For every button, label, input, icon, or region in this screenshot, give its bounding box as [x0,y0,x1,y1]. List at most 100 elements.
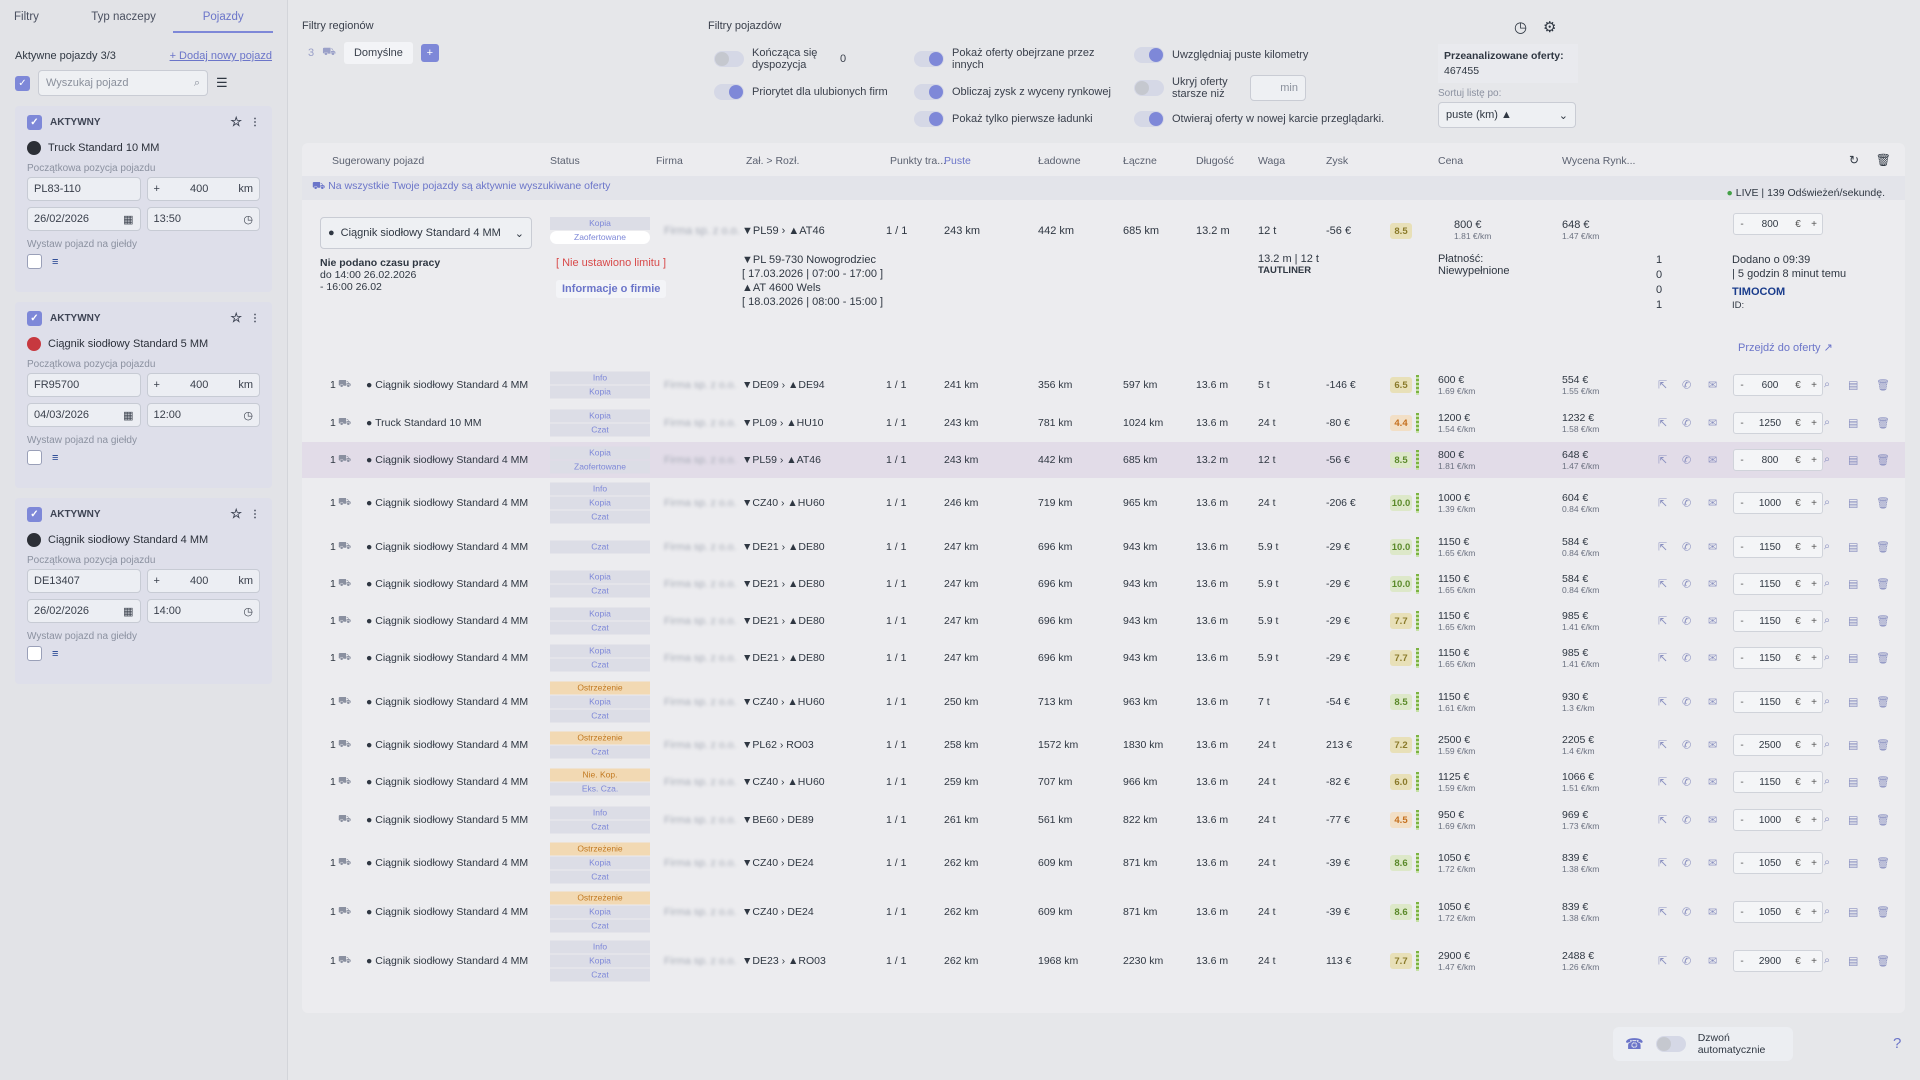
table-row[interactable]: 1 ⛟ ● Ciągnik siodłowy Standard 4 MM Nie… [302,764,1905,800]
search-offer-icon[interactable]: ⌕ [1824,540,1831,553]
price-stepper[interactable]: -1150 € + [1733,691,1823,713]
mail-icon[interactable]: ✉ [1708,739,1718,752]
region-default-button[interactable]: Domyślne [343,42,413,64]
time-input[interactable]: 13:50 ◷ [146,207,260,231]
table-row[interactable]: ⛟ ● Ciągnik siodłowy Standard 5 MM Info C… [302,802,1905,838]
share-icon[interactable]: ⇱ [1658,497,1668,510]
column-header[interactable]: Punkty tra... [890,155,947,167]
calc-icon[interactable]: ▤ [1848,615,1859,628]
search-offer-icon[interactable]: ⌕ [1824,813,1831,826]
calc-icon[interactable]: ▤ [1848,814,1859,827]
phone-icon[interactable]: ✆ [1682,454,1692,467]
delete-icon[interactable]: 🗑 [1876,955,1890,968]
toggle-first[interactable] [914,111,944,127]
search-offer-icon[interactable]: ⌕ [1824,695,1831,708]
delete-icon[interactable]: 🗑 [1876,417,1890,430]
mail-icon[interactable]: ✉ [1708,696,1718,709]
calc-icon[interactable]: ▤ [1848,454,1859,467]
share-icon[interactable]: ⇱ [1658,739,1668,752]
table-row[interactable]: 1 ⛟ ● Truck Standard 10 MM Kopia Czat Fir… [302,405,1905,441]
share-icon[interactable]: ⇱ [1658,615,1668,628]
vehicle-search-input[interactable]: Wyszukaj pojazd ⌕ [38,70,208,96]
column-header[interactable]: Wycena Rynk... [1562,155,1636,167]
mail-icon[interactable]: ✉ [1708,776,1718,789]
delete-icon[interactable]: 🗑 [1876,541,1890,554]
date-input[interactable]: 04/03/2026 ▦ [27,403,141,427]
mail-icon[interactable]: ✉ [1708,578,1718,591]
trash-icon[interactable]: 🗑 [1875,153,1891,167]
share-icon[interactable]: ⇱ [1658,417,1668,430]
share-icon[interactable]: ⇱ [1658,906,1668,919]
expanded-vehicle-select[interactable]: ● Ciągnik siodłowy Standard 4 MM ⌄ [320,217,532,249]
hide-old-minutes-input[interactable]: min [1250,75,1306,101]
column-header[interactable]: Długość [1196,155,1234,167]
date-input[interactable]: 26/02/2026 ▦ [27,207,141,231]
table-row[interactable]: 1 ⛟ ● Ciągnik siodłowy Standard 4 MM Inf… [302,940,1905,982]
mail-icon[interactable]: ✉ [1708,541,1718,554]
table-row[interactable]: 1 ⛟ ● Ciągnik siodłowy Standard 4 MM Ost… [302,727,1905,763]
delete-icon[interactable]: 🗑 [1876,615,1890,628]
price-stepper[interactable]: -2900 € + [1733,950,1823,972]
phone-icon[interactable]: ✆ [1682,696,1692,709]
toggle-fav[interactable] [714,84,744,100]
tab-trailer-type[interactable]: Typ naczepy [91,11,156,23]
exchange-checkbox[interactable] [27,646,42,661]
vehicle-checkbox[interactable]: ✓ [27,506,42,522]
toggle-empty-km[interactable] [1134,47,1164,63]
share-icon[interactable]: ⇱ [1658,696,1668,709]
column-header[interactable]: Łączne [1123,155,1157,167]
mail-icon[interactable]: ✉ [1708,955,1718,968]
column-header[interactable]: Cena [1438,155,1464,167]
calc-icon[interactable]: ▤ [1848,696,1859,709]
sort-icon[interactable]: ☰ [216,75,228,90]
mail-icon[interactable]: ✉ [1708,906,1718,919]
table-row[interactable]: 1 ⛟ ● Ciągnik siodłowy Standard 4 MM Kop… [302,640,1905,676]
column-header[interactable]: Status [550,155,580,167]
vehicle-checkbox[interactable]: ✓ [27,310,42,326]
delete-icon[interactable]: 🗑 [1876,652,1890,665]
star-icon[interactable]: ☆ [230,114,242,129]
delete-icon[interactable]: 🗑 [1876,739,1890,752]
phone-icon[interactable]: ✆ [1682,739,1692,752]
delete-icon[interactable]: 🗑 [1876,454,1890,467]
calc-icon[interactable]: ▤ [1848,739,1859,752]
phone-icon[interactable]: ✆ [1682,814,1692,827]
share-icon[interactable]: ⇱ [1658,379,1668,392]
toggle-seen[interactable] [914,51,944,67]
column-header[interactable]: Firma [656,155,683,167]
toggle-ending[interactable] [714,51,744,67]
calc-icon[interactable]: ▤ [1848,955,1859,968]
price-stepper[interactable]: -600 € + [1733,374,1823,396]
mail-icon[interactable]: ✉ [1708,857,1718,870]
exchange-checkbox[interactable] [27,450,42,465]
search-offer-icon[interactable]: ⌕ [1824,453,1831,466]
phone-icon[interactable]: ✆ [1682,379,1692,392]
toggle-newtab[interactable] [1134,111,1164,127]
delete-icon[interactable]: 🗑 [1876,497,1890,510]
delete-icon[interactable]: 🗑 [1876,696,1890,709]
table-row[interactable]: 1 ⛟ ● Ciągnik siodłowy Standard 4 MM Kop… [302,603,1905,639]
search-offer-icon[interactable]: ⌕ [1824,954,1831,967]
search-offer-icon[interactable]: ⌕ [1824,416,1831,429]
position-code-input[interactable]: DE13407 [27,569,141,593]
km-input[interactable]: +400 km [146,177,260,201]
search-offer-icon[interactable]: ⌕ [1824,614,1831,627]
tab-filters[interactable]: Filtry [14,11,39,23]
km-input[interactable]: +400 km [146,569,260,593]
mail-icon[interactable]: ✉ [1708,497,1718,510]
price-stepper[interactable]: -1000 € + [1733,492,1823,514]
delete-icon[interactable]: 🗑 [1876,379,1890,392]
share-icon[interactable]: ⇱ [1658,652,1668,665]
more-icon[interactable]: ⋮ [250,312,260,324]
price-stepper[interactable]: -800 € + [1733,449,1823,471]
share-icon[interactable]: ⇱ [1658,454,1668,467]
time-input[interactable]: 14:00 ◷ [146,599,260,623]
search-offer-icon[interactable]: ⌕ [1824,496,1831,509]
share-icon[interactable]: ⇱ [1658,776,1668,789]
refresh-icon[interactable]: ↻ [1848,153,1859,167]
date-input[interactable]: 26/02/2026 ▦ [27,599,141,623]
table-row[interactable]: 1 ⛟ ● Ciągnik siodłowy Standard 4 MM Cza… [302,529,1905,565]
vehicle-checkbox[interactable]: ✓ [27,114,42,130]
position-code-input[interactable]: FR95700 [27,373,141,397]
calc-icon[interactable]: ▤ [1848,497,1859,510]
